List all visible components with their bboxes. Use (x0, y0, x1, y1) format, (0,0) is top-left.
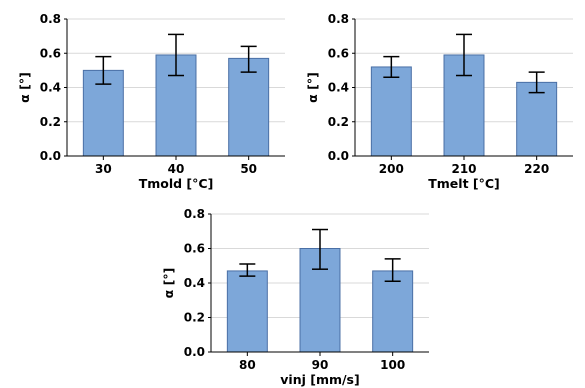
error-bar-50 (240, 45, 257, 73)
x-tick-label: 50 (240, 162, 257, 176)
y-tick-label: 0.8 (40, 12, 61, 26)
y-tick-label: 0.4 (40, 81, 61, 95)
bar-220 (516, 81, 558, 157)
chart-vinj: 0.0 0.2 0.4 0.6 0.8 80 90 100 vinj [mm/s] α [°] (161, 207, 429, 387)
x-axis-label: Tmold [°C] (139, 176, 214, 191)
error-bar-220 (528, 71, 545, 94)
error-bar-40 (168, 33, 184, 77)
y-tick-label: 0.2 (328, 115, 349, 129)
error-bar-80 (239, 263, 256, 277)
error-bar-210 (456, 33, 472, 77)
y-tick-label: 0.6 (328, 46, 349, 60)
x-tick-label: 220 (524, 162, 549, 176)
bar-100 (372, 270, 414, 353)
bar-50 (228, 57, 270, 157)
y-tick-label: 0.6 (184, 242, 205, 256)
y-tick-label: 0.4 (184, 276, 205, 290)
error-bar-200 (383, 55, 400, 78)
y-axis-label: α [°] (305, 72, 320, 103)
x-tick-label: 30 (95, 162, 112, 176)
x-axis-label: Tmelt [°C] (428, 176, 500, 191)
y-tick-label: 0.4 (328, 81, 349, 95)
x-tick-label: 200 (379, 162, 404, 176)
bar-200 (370, 66, 412, 157)
error-bar-90 (312, 228, 328, 270)
x-tick-label: 210 (451, 162, 476, 176)
y-tick-label: 0.0 (40, 149, 61, 163)
x-tick-label: 80 (239, 358, 256, 372)
y-axis-label: α [°] (161, 268, 176, 299)
y-tick-label: 0.2 (184, 311, 205, 325)
x-tick-label: 100 (380, 358, 405, 372)
error-bar-30 (95, 55, 112, 85)
y-tick-label: 0.6 (40, 46, 61, 60)
chart-tmelt: 0.0 0.2 0.4 0.6 0.8 200 210 220 Tmelt [°C] α [°] (305, 12, 573, 191)
y-tick-label: 0.0 (328, 149, 349, 163)
y-tick-label: 0.2 (40, 115, 61, 129)
y-tick-label: 0.0 (184, 345, 205, 359)
x-tick-label: 40 (168, 162, 185, 176)
y-tick-label: 0.8 (328, 12, 349, 26)
bar-80 (226, 270, 268, 353)
x-axis-label: vinj [mm/s] (280, 372, 359, 387)
x-tick-label: 90 (312, 358, 329, 372)
y-tick-label: 0.8 (184, 207, 205, 221)
error-bar-100 (384, 258, 401, 283)
chart-tmold: 0.0 0.2 0.4 0.6 0.8 30 40 50 Tmold [°C] α [°] (17, 12, 285, 191)
y-axis-label: α [°] (17, 72, 32, 103)
